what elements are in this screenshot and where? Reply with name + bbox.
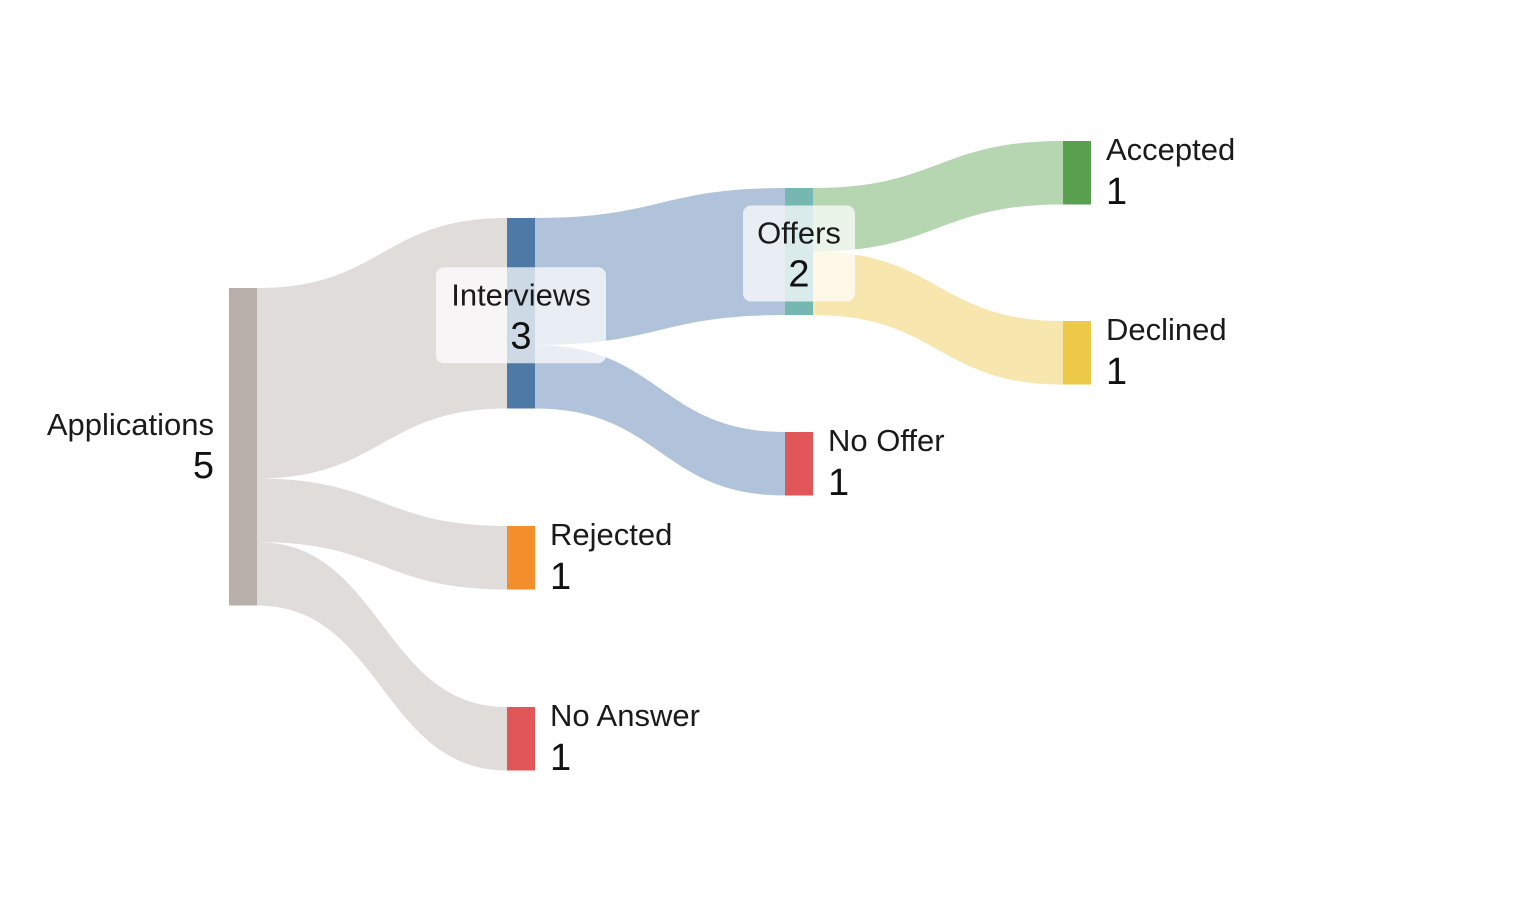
link-interviews-to-no_offer [535, 345, 785, 496]
node-value-no_offer: 1 [828, 462, 849, 504]
node-value-accepted: 1 [1106, 171, 1127, 213]
node-rejected [507, 526, 535, 590]
node-value-rejected: 1 [550, 556, 571, 598]
node-applications [229, 288, 257, 606]
link-applications-to-no_answer [257, 542, 507, 771]
node-name-accepted: Accepted [1106, 132, 1235, 167]
node-label-rejected: Rejected 1 [550, 517, 672, 598]
node-value-interviews: 3 [510, 315, 531, 357]
node-value-declined: 1 [1106, 351, 1127, 393]
node-label-no_offer: No Offer 1 [828, 423, 945, 504]
node-label-declined: Declined 1 [1106, 312, 1227, 393]
link-offers-to-accepted [813, 141, 1063, 252]
node-name-declined: Declined [1106, 312, 1227, 347]
node-name-no_answer: No Answer [550, 698, 700, 733]
node-name-offers: Offers [757, 216, 841, 251]
label-box-offers [743, 205, 855, 302]
node-label-accepted: Accepted 1 [1106, 132, 1235, 213]
node-value-no_answer: 1 [550, 737, 571, 779]
node-value-offers: 2 [788, 254, 809, 296]
node-value-applications: 5 [193, 445, 214, 487]
node-name-applications: Applications [47, 407, 214, 442]
node-label-no_answer: No Answer 1 [550, 698, 700, 779]
link-offers-to-declined [813, 251, 1063, 385]
node-name-no_offer: No Offer [828, 423, 945, 458]
label-box-interviews [436, 267, 606, 364]
node-name-interviews: Interviews [451, 277, 591, 312]
node-no_offer [785, 432, 813, 496]
link-applications-to-rejected [257, 478, 507, 590]
node-accepted [1063, 141, 1091, 205]
node-declined [1063, 321, 1091, 385]
node-name-rejected: Rejected [550, 517, 672, 552]
node-no_answer [507, 707, 535, 771]
